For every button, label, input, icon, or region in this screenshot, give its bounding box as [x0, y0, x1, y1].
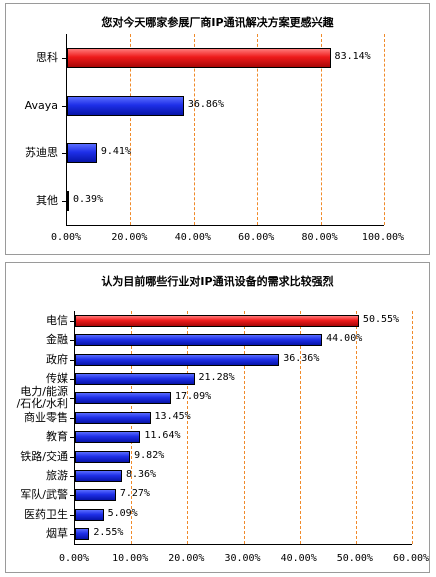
- data-label: 9.82%: [134, 449, 165, 461]
- category-label: 思科: [36, 50, 58, 64]
- chart-title: 认为目前哪些行业对IP通讯设备的需求比较强烈: [101, 275, 334, 288]
- y-tick: [70, 359, 74, 361]
- x-tick-label: 40.00%: [174, 232, 211, 243]
- category-label: 旅游: [46, 469, 68, 483]
- y-tick: [70, 340, 74, 342]
- data-label: 83.14%: [334, 50, 371, 62]
- bar: [67, 95, 184, 116]
- data-label: 2.55%: [93, 527, 124, 539]
- data-label: 8.36%: [125, 469, 157, 481]
- grid-line: [130, 34, 132, 225]
- category-label: 电信: [46, 313, 68, 327]
- bar: [67, 191, 69, 212]
- category-label: 医药卫生: [24, 507, 68, 521]
- data-label: 5.09%: [107, 507, 138, 519]
- bar: [75, 489, 116, 502]
- bar: [75, 314, 359, 327]
- x-tick-label: 20.00%: [111, 232, 148, 243]
- category-label: 金融: [46, 333, 68, 347]
- bar: [75, 431, 141, 444]
- bar: [75, 392, 171, 405]
- x-tick-label: 30.00%: [224, 553, 261, 564]
- y-tick: [70, 514, 74, 516]
- category-label: 电力/能源 /石化/水利: [16, 385, 68, 411]
- grid-line: [299, 311, 301, 544]
- bar: [75, 353, 280, 366]
- grid-line: [187, 311, 189, 544]
- x-tick-label: 20.00%: [168, 553, 205, 564]
- category-label: Avaya: [24, 98, 58, 112]
- category-label: 其他: [36, 194, 58, 208]
- y-tick: [70, 534, 74, 536]
- x-tick-label: 100.00%: [361, 232, 405, 243]
- bar: [75, 508, 104, 521]
- grid-line: [320, 34, 322, 225]
- grid-line: [131, 311, 133, 544]
- data-label: 44.00%: [326, 333, 363, 345]
- y-tick: [70, 378, 74, 380]
- x-tick-label: 80.00%: [301, 232, 338, 243]
- bar: [67, 47, 331, 68]
- x-tick-label: 0.00%: [50, 232, 82, 243]
- data-label: 50.55%: [362, 313, 400, 325]
- data-label: 17.09%: [174, 391, 212, 403]
- bar: [75, 470, 122, 483]
- category-label: 传媒: [46, 371, 68, 385]
- y-tick: [70, 437, 74, 439]
- category-label: 军队/武警: [20, 488, 68, 502]
- chart-title: 您对今天哪家参展厂商IP通讯解决方案更感兴趣: [101, 16, 334, 29]
- category-label: 政府: [46, 352, 68, 366]
- category-label: 教育: [46, 430, 68, 444]
- x-tick-label: 0.00%: [58, 553, 90, 564]
- grid-line: [355, 311, 357, 544]
- data-label: 9.41%: [100, 146, 131, 158]
- plot-area: 83.14% 36.86% 9.41% 0.39%: [66, 34, 385, 226]
- bar: [75, 528, 90, 541]
- data-label: 21.28%: [198, 371, 235, 383]
- y-tick: [70, 476, 74, 478]
- plot-area: 50.55% 44.00% 36.36% 21.28% 17.09% 13.45% 11.6…: [74, 311, 413, 545]
- y-tick: [62, 201, 66, 203]
- grid-line: [384, 34, 385, 225]
- chart-panel-2: 认为目前哪些行业对IP通讯设备的需求比较强烈 50.55% 44.00% 36.36…: [5, 262, 430, 573]
- bar: [75, 372, 195, 385]
- data-label: 7.27%: [119, 488, 150, 500]
- category-label: 苏迪思: [25, 146, 58, 160]
- y-tick: [70, 417, 74, 419]
- grid-line: [257, 34, 259, 225]
- x-tick-label: 40.00%: [280, 553, 317, 564]
- y-tick: [70, 320, 74, 322]
- bar: [67, 143, 97, 164]
- x-tick-label: 50.00%: [336, 553, 373, 564]
- chart-panel-1: 您对今天哪家参展厂商IP通讯解决方案更感兴趣 83.14% 36.86% 9.41%…: [5, 3, 430, 255]
- y-tick: [62, 57, 66, 59]
- grid-line: [243, 311, 245, 544]
- y-tick: [62, 153, 66, 155]
- y-tick: [70, 456, 74, 458]
- x-tick-label: 60.00%: [238, 232, 275, 243]
- grid-line: [412, 311, 413, 544]
- data-label: 11.64%: [144, 430, 181, 442]
- data-label: 0.39%: [73, 194, 104, 206]
- category-label: 铁路/交通: [20, 449, 68, 463]
- x-tick-label: 10.00%: [112, 553, 149, 564]
- bar: [75, 411, 151, 424]
- y-tick: [62, 105, 66, 107]
- bar: [75, 450, 131, 463]
- data-label: 36.86%: [187, 98, 224, 110]
- data-label: 36.36%: [283, 352, 320, 364]
- x-tick-label: 60.00%: [392, 553, 430, 564]
- category-label: 商业零售: [24, 410, 68, 424]
- grid-line: [193, 34, 195, 225]
- data-label: 13.45%: [154, 410, 191, 422]
- category-label: 烟草: [46, 527, 68, 541]
- bar: [75, 334, 323, 347]
- y-tick: [70, 495, 74, 497]
- y-tick: [70, 398, 74, 400]
